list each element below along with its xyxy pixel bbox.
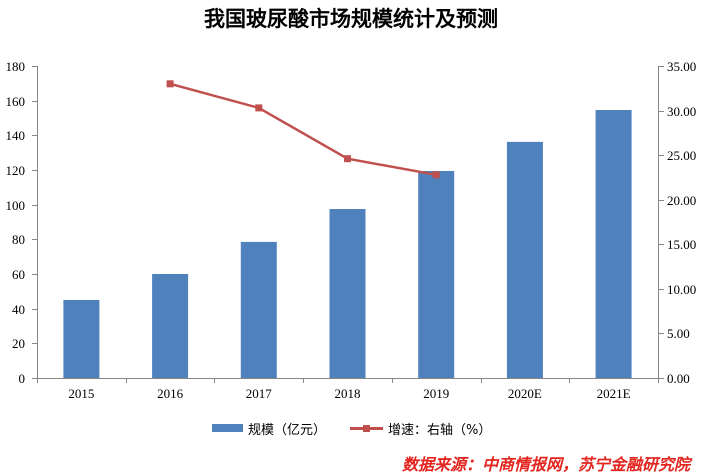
x-axis-label-2020e: 2020E <box>508 386 542 401</box>
x-axis-label-2018: 2018 <box>335 386 361 401</box>
right-axis-tick-label: 30.00 <box>667 104 696 119</box>
left-axis-tick-label: 140 <box>6 128 26 143</box>
x-axis-label-2016: 2016 <box>157 386 184 401</box>
legend-swatch-line <box>350 424 383 432</box>
chart-title: 我国玻尿酸市场规模统计及预测 <box>204 7 498 31</box>
left-axis-tick-label: 0 <box>19 371 26 386</box>
left-axis-tick-label: 40 <box>12 302 25 317</box>
legend-item-scale: 规模（亿元） <box>212 418 326 438</box>
source-note: 数据来源：中商情报网，苏宁金融研究院 <box>401 455 690 474</box>
left-axis-tick-label: 160 <box>6 94 26 109</box>
bar-2018 <box>329 209 366 378</box>
left-axis-tick-label: 100 <box>6 198 26 213</box>
growth-rate-marker-2018 <box>344 155 351 163</box>
legend: 规模（亿元） 增速：右轴（%） <box>0 418 702 438</box>
bar-2015 <box>63 300 100 378</box>
x-axis-label-2015: 2015 <box>68 386 94 401</box>
legend-label-growth: 增速：右轴（%） <box>388 422 492 438</box>
bar-2019 <box>418 171 455 378</box>
left-axis-tick-label: 120 <box>6 163 26 178</box>
growth-rate-marker-2016 <box>166 80 174 88</box>
growth-rate-series <box>166 80 440 179</box>
right-axis-tick-label: 15.00 <box>667 237 696 252</box>
bar-2021e <box>595 110 632 378</box>
right-axis-tick-label: 0.00 <box>667 371 690 386</box>
axes: 0 20 40 60 80 100 120 140 160 180 0.00 5.00 10.00 15.… <box>6 59 697 401</box>
left-axis-tick-label: 180 <box>6 59 26 74</box>
legend-swatch-square-marker <box>363 424 370 432</box>
growth-rate-marker-2017 <box>255 104 263 112</box>
right-axis-tick-label: 25.00 <box>667 148 696 163</box>
right-axis-tick-label: 10.00 <box>667 282 696 297</box>
left-axis-tick-label: 60 <box>12 267 25 282</box>
bar-series <box>63 110 632 378</box>
right-axis-tick-label: 20.00 <box>667 193 696 208</box>
x-axis-label-2017: 2017 <box>246 386 273 401</box>
legend-item-growth: 增速：右轴（%） <box>350 418 491 438</box>
x-axis-label-2021e: 2021E <box>597 386 631 401</box>
bar-2020e <box>506 141 543 378</box>
bar-2017 <box>240 241 277 378</box>
growth-rate-line <box>169 82 437 177</box>
legend-swatch-bar <box>212 424 243 432</box>
left-axis-tick-label: 80 <box>12 232 25 247</box>
right-axis-tick-label: 5.00 <box>667 326 690 341</box>
x-axis-label-2019: 2019 <box>423 386 449 401</box>
bar-2016 <box>152 274 189 378</box>
left-axis-tick-label: 20 <box>12 336 25 351</box>
legend-label-scale: 规模（亿元） <box>248 422 327 438</box>
right-axis-tick-label: 35.00 <box>667 59 696 74</box>
growth-rate-marker-2019 <box>432 171 440 179</box>
